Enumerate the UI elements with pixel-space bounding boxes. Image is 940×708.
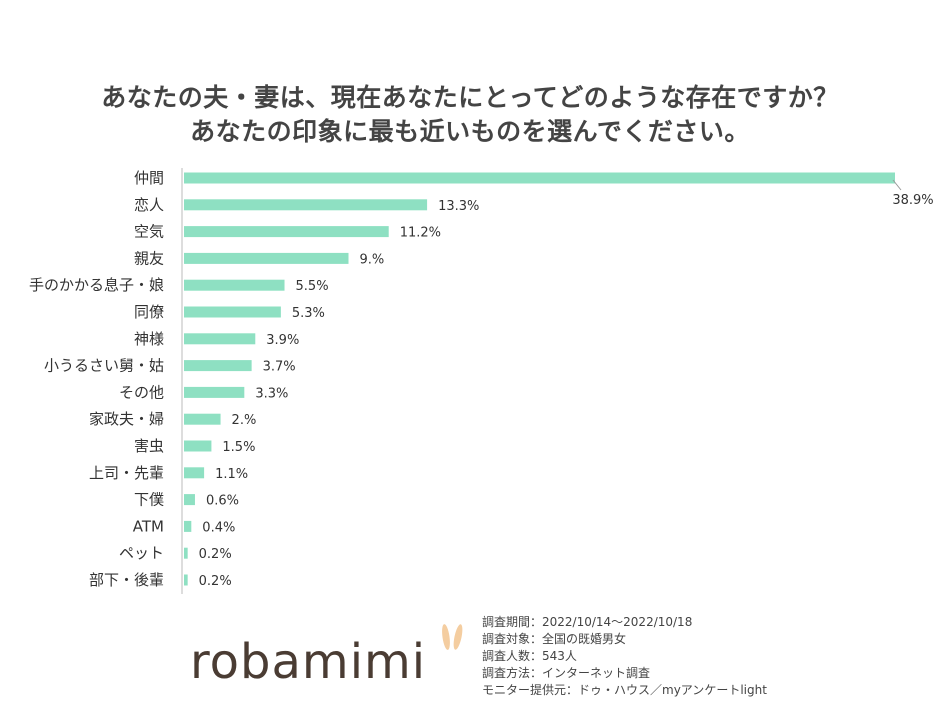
data-label: 3.3%: [255, 386, 288, 401]
data-label: 13.3%: [438, 199, 479, 214]
bar: [184, 547, 188, 559]
data-label: 3.9%: [266, 333, 299, 348]
note-monitor-provider: モニター提供元：ドゥ・ハウス／myアンケートlight: [482, 683, 767, 697]
category-label: 部下・後輩: [89, 571, 164, 589]
bar: [184, 333, 256, 345]
bar: [184, 520, 192, 532]
note-survey-target: 調査対象：全国の既婚男女: [482, 632, 627, 646]
bar: [184, 199, 428, 211]
bar: [184, 306, 281, 318]
category-label: 神様: [134, 330, 164, 348]
data-label: 0.2%: [199, 574, 232, 589]
data-label: 2.%: [232, 413, 257, 428]
bar: [184, 440, 212, 452]
category-label: ATM: [133, 517, 164, 535]
category-label: 下僕: [134, 491, 164, 509]
data-label: 0.6%: [206, 494, 239, 509]
data-label: 3.7%: [263, 360, 296, 375]
data-label: 0.2%: [199, 547, 232, 562]
bar: [184, 279, 285, 291]
category-label: ペット: [119, 544, 164, 562]
note-survey-method: 調査方法：インターネット調査: [482, 666, 651, 680]
leader-line: [892, 179, 902, 191]
bar: [184, 360, 252, 372]
bar: [184, 172, 895, 184]
category-label: 仲間: [134, 169, 164, 187]
data-label: 1.5%: [222, 440, 255, 455]
category-label: 小うるさい舅・姑: [44, 357, 164, 375]
data-label: 9.%: [359, 252, 384, 267]
note-survey-count: 調査人数：543人: [482, 649, 577, 663]
data-label: 5.5%: [296, 279, 329, 294]
category-label: 家政夫・婦: [89, 410, 164, 428]
bar: [184, 494, 195, 506]
bar-chart: 仲間 38.9% 恋人 13.3% 空気 11.2% 親友 9.% 手のかかる息子・娘 5.5% 同…: [29, 168, 934, 594]
category-label: 害虫: [134, 437, 164, 455]
category-label: その他: [119, 383, 164, 401]
bar: [184, 413, 221, 425]
category-label: 同僚: [134, 303, 164, 321]
data-label: 38.9%: [892, 193, 933, 208]
data-label: 5.3%: [292, 306, 325, 321]
chart-title-line-1: あなたの夫・妻は、現在あなたにとってどのような存在ですか？: [101, 83, 839, 112]
note-survey-period: 調査期間：2022/10/14～2022/10/18: [482, 615, 693, 629]
bar: [184, 467, 205, 479]
category-label: 手のかかる息子・娘: [29, 276, 164, 294]
category-label: 空気: [134, 223, 164, 241]
bar: [184, 226, 389, 238]
category-label: 親友: [134, 249, 164, 267]
robamimi-logo: robamimi: [190, 634, 427, 690]
bar: [184, 574, 188, 586]
bar: [184, 252, 349, 264]
rabbit-ears-icon: [442, 624, 463, 650]
data-label: 0.4%: [202, 520, 235, 535]
category-label: 上司・先輩: [89, 464, 164, 482]
data-label: 1.1%: [215, 467, 248, 482]
data-label: 11.2%: [400, 226, 441, 241]
bar: [184, 386, 245, 398]
category-label: 恋人: [134, 196, 164, 214]
chart-title-line-2: あなたの印象に最も近いものを選んでください。: [190, 117, 750, 146]
survey-notes: 調査期間：2022/10/14～2022/10/18 調査対象：全国の既婚男女 …: [482, 614, 767, 699]
